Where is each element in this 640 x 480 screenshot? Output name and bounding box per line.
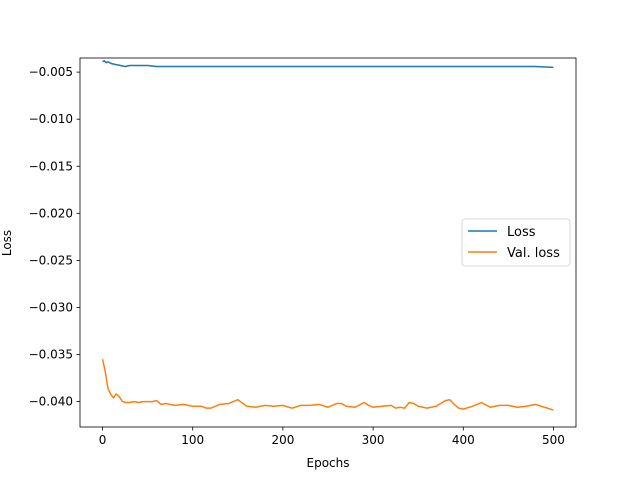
x-tick-label: 200 [271,433,294,447]
series-layer [101,60,554,411]
x-axis: 0 100 200 300 400 500 [99,427,565,447]
y-tick-label: −0.010 [29,112,73,126]
x-tick-label: 0 [99,433,107,447]
series-line-loss [102,60,554,69]
plot-frame [79,57,577,428]
x-tick-label: 100 [181,433,204,447]
y-tick-label: −0.025 [29,253,73,267]
legend-label-loss: Loss [507,225,536,240]
series-line-val-loss [101,359,554,411]
legend-label-val-loss: Val. loss [507,246,560,261]
y-tick-label: −0.020 [29,206,73,220]
y-tick-label: −0.005 [29,65,73,79]
y-axis: −0.005 −0.010 −0.015 −0.020 −0.025 −0.030 −0.0… [29,65,80,409]
x-tick-label: 500 [542,433,565,447]
y-tick-label: −0.030 [29,300,73,314]
x-tick-label: 400 [452,433,475,447]
y-axis-label: Loss [0,230,14,256]
y-tick-label: −0.035 [29,348,73,362]
x-tick-label: 300 [362,433,385,447]
x-axis-label: Epochs [307,456,350,470]
y-tick-label: −0.015 [29,159,73,173]
y-tick-label: −0.040 [29,395,73,409]
legend: Loss Val. loss [461,218,571,267]
